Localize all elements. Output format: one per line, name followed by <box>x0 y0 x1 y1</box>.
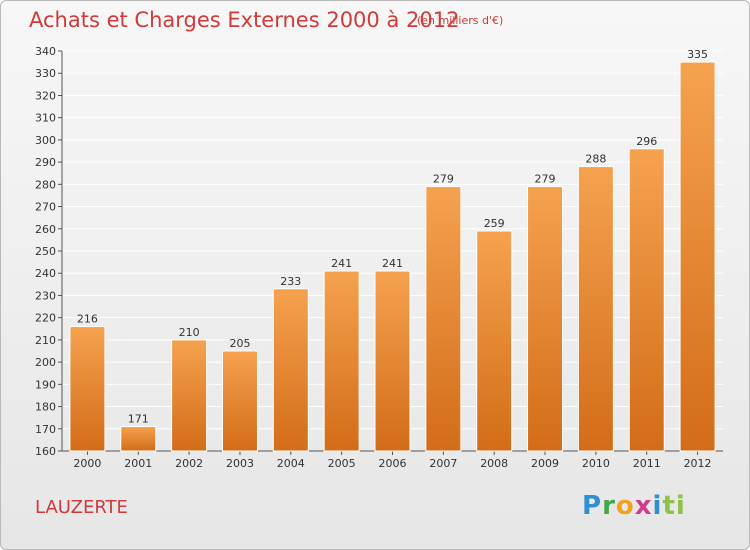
y-tick-label: 310 <box>35 112 56 125</box>
x-tick-label: 2001 <box>124 457 152 470</box>
x-tick-label: 2008 <box>480 457 508 470</box>
y-tick-labels: 160 170 180 190 200 210 220 230 240 250 260 270 280 2… <box>35 45 56 458</box>
bar-value-label: 279 <box>535 173 556 186</box>
chart-title: Achats et Charges Externes 2000 à 2012 <box>29 8 460 32</box>
y-tick-label: 170 <box>35 423 56 436</box>
bar-value-label: 288 <box>585 153 606 166</box>
x-tick-label: 2007 <box>429 457 457 470</box>
bar <box>374 270 411 452</box>
bar-value-label: 171 <box>128 413 149 426</box>
bar-value-label: 216 <box>77 313 98 326</box>
bar <box>221 350 258 452</box>
logo-letter: i <box>652 491 663 521</box>
value-labels: 216 171 210 205 233 241 241 279 259 279 288 296 335 <box>77 48 708 425</box>
y-tick-label: 240 <box>35 267 56 280</box>
bar <box>272 288 309 452</box>
y-tick-label: 200 <box>35 356 56 369</box>
bar <box>69 326 106 452</box>
bar <box>425 186 462 452</box>
y-tick-label: 330 <box>35 67 56 80</box>
y-tick-label: 190 <box>35 378 56 391</box>
bar <box>120 426 157 452</box>
y-tick-label: 160 <box>35 445 56 458</box>
bar-value-label: 279 <box>433 173 454 186</box>
x-tick-label: 2006 <box>379 457 407 470</box>
bar <box>171 339 208 452</box>
x-tick-label: 2009 <box>531 457 559 470</box>
y-tick-label: 340 <box>35 45 56 58</box>
y-tick-label: 300 <box>35 134 56 147</box>
y-tick-label: 290 <box>35 156 56 169</box>
y-tick-label: 270 <box>35 201 56 214</box>
logo-letter: P <box>582 491 603 521</box>
x-tick-labels: 2000 2001 2002 2003 2004 2005 2006 2007 2008 2009… <box>73 457 711 470</box>
bar-value-label: 241 <box>331 257 352 270</box>
bar <box>476 230 513 452</box>
x-tick-label: 2005 <box>328 457 356 470</box>
logo-letter: ti <box>662 491 686 521</box>
bar <box>628 148 665 452</box>
bar-value-label: 259 <box>484 217 505 230</box>
bar <box>527 186 564 452</box>
bar-value-label: 233 <box>280 275 301 288</box>
y-tick-label: 250 <box>35 245 56 258</box>
logo-letter: x <box>634 491 653 521</box>
bar-value-label: 205 <box>229 337 250 350</box>
bar-value-label: 210 <box>179 326 200 339</box>
x-tick-label: 2004 <box>277 457 305 470</box>
proxiti-logo: Proxiti <box>582 491 686 521</box>
bars <box>69 61 716 452</box>
x-tick-label: 2000 <box>73 457 101 470</box>
bar <box>679 61 716 452</box>
bar <box>323 270 360 452</box>
y-tick-label: 180 <box>35 401 56 414</box>
logo-letter: r <box>602 491 616 521</box>
y-tick-label: 260 <box>35 223 56 236</box>
commune-name: LAUZERTE <box>35 497 128 518</box>
logo-letter: o <box>615 491 635 521</box>
bar-value-label: 335 <box>687 48 708 61</box>
bar <box>577 166 614 452</box>
y-tick-label: 220 <box>35 312 56 325</box>
x-tick-label: 2010 <box>582 457 610 470</box>
y-tick-label: 320 <box>35 89 56 102</box>
y-tick-label: 280 <box>35 178 56 191</box>
x-tick-label: 2011 <box>633 457 661 470</box>
x-tick-label: 2002 <box>175 457 203 470</box>
y-tick-label: 230 <box>35 289 56 302</box>
x-tick-label: 2012 <box>684 457 712 470</box>
bar-value-label: 296 <box>636 135 657 148</box>
x-tick-label: 2003 <box>226 457 254 470</box>
bar-value-label: 241 <box>382 257 403 270</box>
y-tick-label: 210 <box>35 334 56 347</box>
chart-unit: (en milliers d'€) <box>417 14 504 27</box>
